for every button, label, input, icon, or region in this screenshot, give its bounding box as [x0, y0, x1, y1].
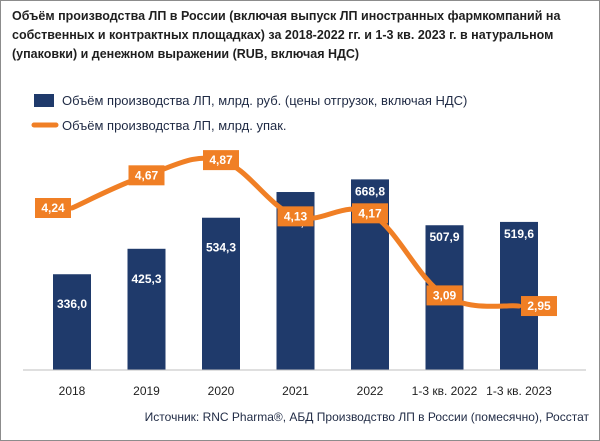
- bar-value-label-4: 668,8: [355, 184, 385, 198]
- line-point-marker-3: [277, 206, 314, 227]
- legend-label-line: Объём производства ЛП, млрд. упак.: [62, 118, 287, 133]
- line-point-marker-4: [352, 203, 388, 224]
- x-tick-label-6: 1-3 кв. 2023: [486, 384, 552, 398]
- x-tick-label-2: 2020: [208, 384, 235, 398]
- bar-value-label-0: 336,0: [57, 297, 87, 311]
- line-value-label-1: 4,67: [135, 168, 159, 182]
- line-value-label-6: 2,95: [527, 299, 551, 313]
- x-tick-label-5: 1-3 кв. 2022: [412, 384, 478, 398]
- line-point-marker-2: [203, 150, 239, 171]
- line-point-marker-5: [426, 285, 463, 306]
- x-tick-label-1: 2019: [133, 384, 160, 398]
- bar-value-label-1: 425,3: [131, 272, 161, 286]
- bar-value-label-2: 534,3: [206, 241, 236, 255]
- line-value-label-5: 3,09: [433, 288, 457, 302]
- line-point-marker-0: [35, 198, 71, 218]
- line-point-marker-1: [128, 165, 165, 186]
- chart-title: Объём производства ЛП в России (включая …: [12, 9, 561, 61]
- line-value-label-4: 4,17: [358, 206, 382, 220]
- x-axis-tick-labels: 2018 2019 2020 2021 2022 1-3 кв. 2022 1-3 кв. …: [59, 384, 553, 398]
- line-value-label-3: 4,13: [284, 209, 308, 223]
- bar-value-label-6: 519,6: [504, 227, 534, 241]
- line-value-label-0: 4,24: [41, 201, 65, 215]
- bar-0: [53, 274, 91, 370]
- line-point-marker-6: [521, 296, 557, 317]
- bar-value-label-5: 507,9: [429, 230, 459, 244]
- bar-2: [202, 217, 240, 370]
- line-series: 4,24 4,67 4,87 4,13 4,17 3,09 2,95: [35, 150, 557, 317]
- x-tick-label-0: 2018: [59, 384, 86, 398]
- legend-swatch-bar: [34, 94, 54, 107]
- legend: Объём производства ЛП, млрд. руб. (цены …: [31, 93, 467, 133]
- x-tick-label-4: 2022: [357, 384, 384, 398]
- legend-label-bar: Объём производства ЛП, млрд. руб. (цены …: [62, 93, 467, 108]
- bar-1: [127, 248, 166, 370]
- source-note: Источник: RNC Pharma®, АБД Производство …: [145, 410, 590, 424]
- bar-6: [500, 221, 538, 370]
- line-value-label-2: 4,87: [209, 153, 233, 167]
- x-tick-label-3: 2021: [282, 384, 309, 398]
